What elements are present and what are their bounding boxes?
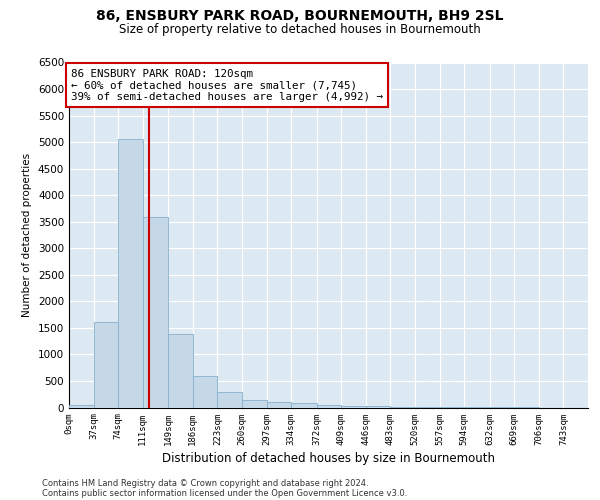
Bar — [366, 406, 391, 408]
X-axis label: Distribution of detached houses by size in Bournemouth: Distribution of detached houses by size … — [162, 452, 495, 464]
Text: Size of property relative to detached houses in Bournemouth: Size of property relative to detached ho… — [119, 22, 481, 36]
Bar — [193, 376, 217, 408]
Bar — [69, 405, 94, 407]
Bar — [391, 407, 415, 408]
Bar — [94, 322, 118, 408]
Bar — [143, 218, 168, 408]
Text: Contains HM Land Registry data © Crown copyright and database right 2024.: Contains HM Land Registry data © Crown c… — [42, 478, 368, 488]
Bar — [317, 405, 341, 407]
Bar — [217, 392, 242, 407]
Bar — [266, 402, 291, 407]
Text: 86, ENSBURY PARK ROAD, BOURNEMOUTH, BH9 2SL: 86, ENSBURY PARK ROAD, BOURNEMOUTH, BH9 … — [96, 9, 504, 23]
Bar — [168, 334, 193, 407]
Bar — [242, 400, 266, 407]
Bar — [118, 139, 143, 407]
Bar — [291, 403, 317, 407]
Text: Contains public sector information licensed under the Open Government Licence v3: Contains public sector information licen… — [42, 488, 407, 498]
Y-axis label: Number of detached properties: Number of detached properties — [22, 153, 32, 317]
Text: 86 ENSBURY PARK ROAD: 120sqm
← 60% of detached houses are smaller (7,745)
39% of: 86 ENSBURY PARK ROAD: 120sqm ← 60% of de… — [71, 69, 383, 102]
Bar — [341, 406, 366, 407]
